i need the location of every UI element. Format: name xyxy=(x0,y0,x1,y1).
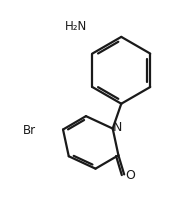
Text: Br: Br xyxy=(23,124,36,137)
Text: H₂N: H₂N xyxy=(65,20,87,33)
Text: O: O xyxy=(125,169,135,182)
Text: N: N xyxy=(113,121,122,134)
